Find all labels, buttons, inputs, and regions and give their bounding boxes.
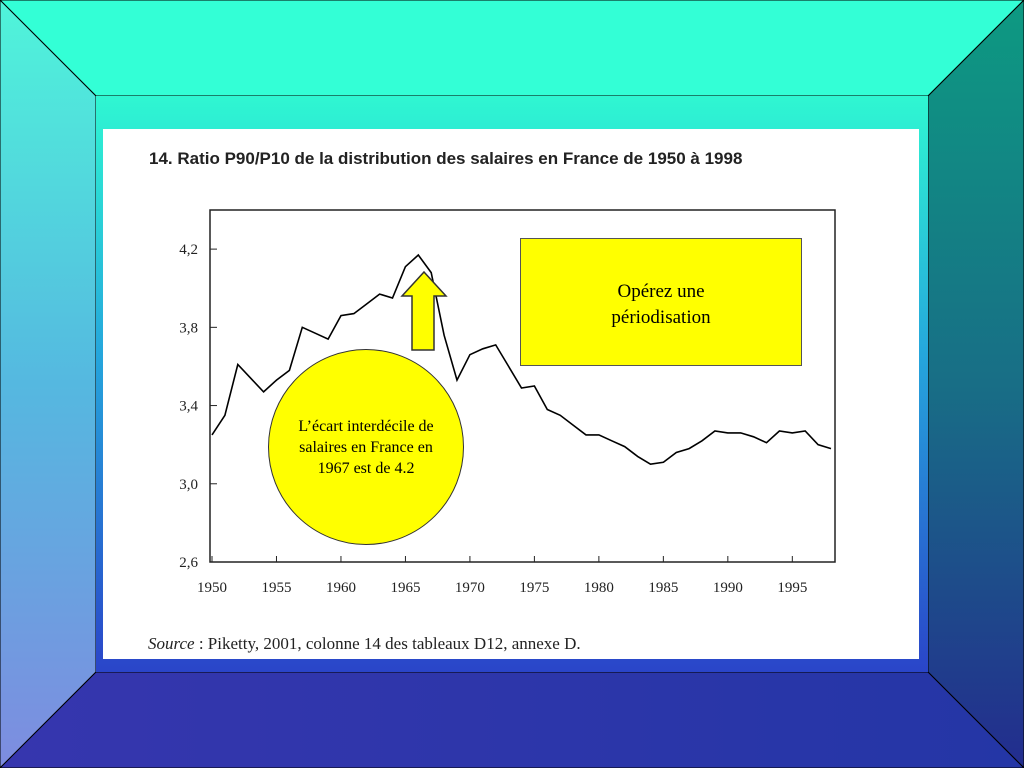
y-axis: 2,6 3,0 3,4 3,8 4,2	[179, 242, 217, 571]
x-tick-label: 1965	[390, 580, 420, 596]
periodize-box: Opérez une périodisation	[520, 238, 802, 366]
y-tick-label: 3,0	[179, 477, 198, 493]
frame-left-bevel	[0, 0, 97, 768]
x-tick-label: 1995	[777, 580, 807, 596]
y-tick-label: 4,2	[179, 242, 198, 258]
y-tick-label: 3,8	[179, 320, 198, 336]
x-tick-label: 1950	[197, 580, 227, 596]
line-chart: 2,6 3,0 3,4 3,8 4,2 1950 1955 1960 1965 1970 1975…	[179, 209, 836, 596]
x-tick-label: 1975	[519, 580, 549, 596]
chart-title: 14. Ratio P90/P10 de la distribution des…	[149, 149, 743, 168]
callout-circle: L’écart interdécile de salaires en Franc…	[268, 349, 464, 545]
up-arrow-icon	[400, 270, 448, 351]
frame-top-bevel	[0, 0, 1024, 97]
source-note: Source : Piketty, 2001, colonne 14 des t…	[148, 634, 581, 654]
frame-bottom-bevel	[0, 671, 1024, 768]
frame-right-bevel	[927, 0, 1024, 768]
x-tick-label: 1990	[713, 580, 743, 596]
plot-area-border	[209, 209, 836, 563]
chart-card: 14. Ratio P90/P10 de la distribution des…	[103, 129, 919, 659]
x-tick-label: 1960	[326, 580, 356, 596]
x-tick-label: 1985	[648, 580, 678, 596]
x-axis: 1950 1955 1960 1965 1970 1975 1980 1985 1990 1995	[197, 556, 807, 596]
x-tick-label: 1980	[584, 580, 614, 596]
y-tick-label: 3,4	[179, 399, 198, 415]
y-tick-label: 2,6	[179, 555, 198, 571]
callout-text: L’écart interdécile de salaires en Franc…	[298, 417, 434, 477]
x-tick-label: 1955	[261, 580, 291, 596]
periodize-text: Opérez une périodisation	[611, 281, 711, 328]
x-tick-label: 1970	[455, 580, 485, 596]
source-text: : Piketty, 2001, colonne 14 des tableaux…	[194, 634, 581, 653]
series-line-p90-p10	[211, 253, 832, 466]
source-label: Source	[148, 634, 195, 653]
